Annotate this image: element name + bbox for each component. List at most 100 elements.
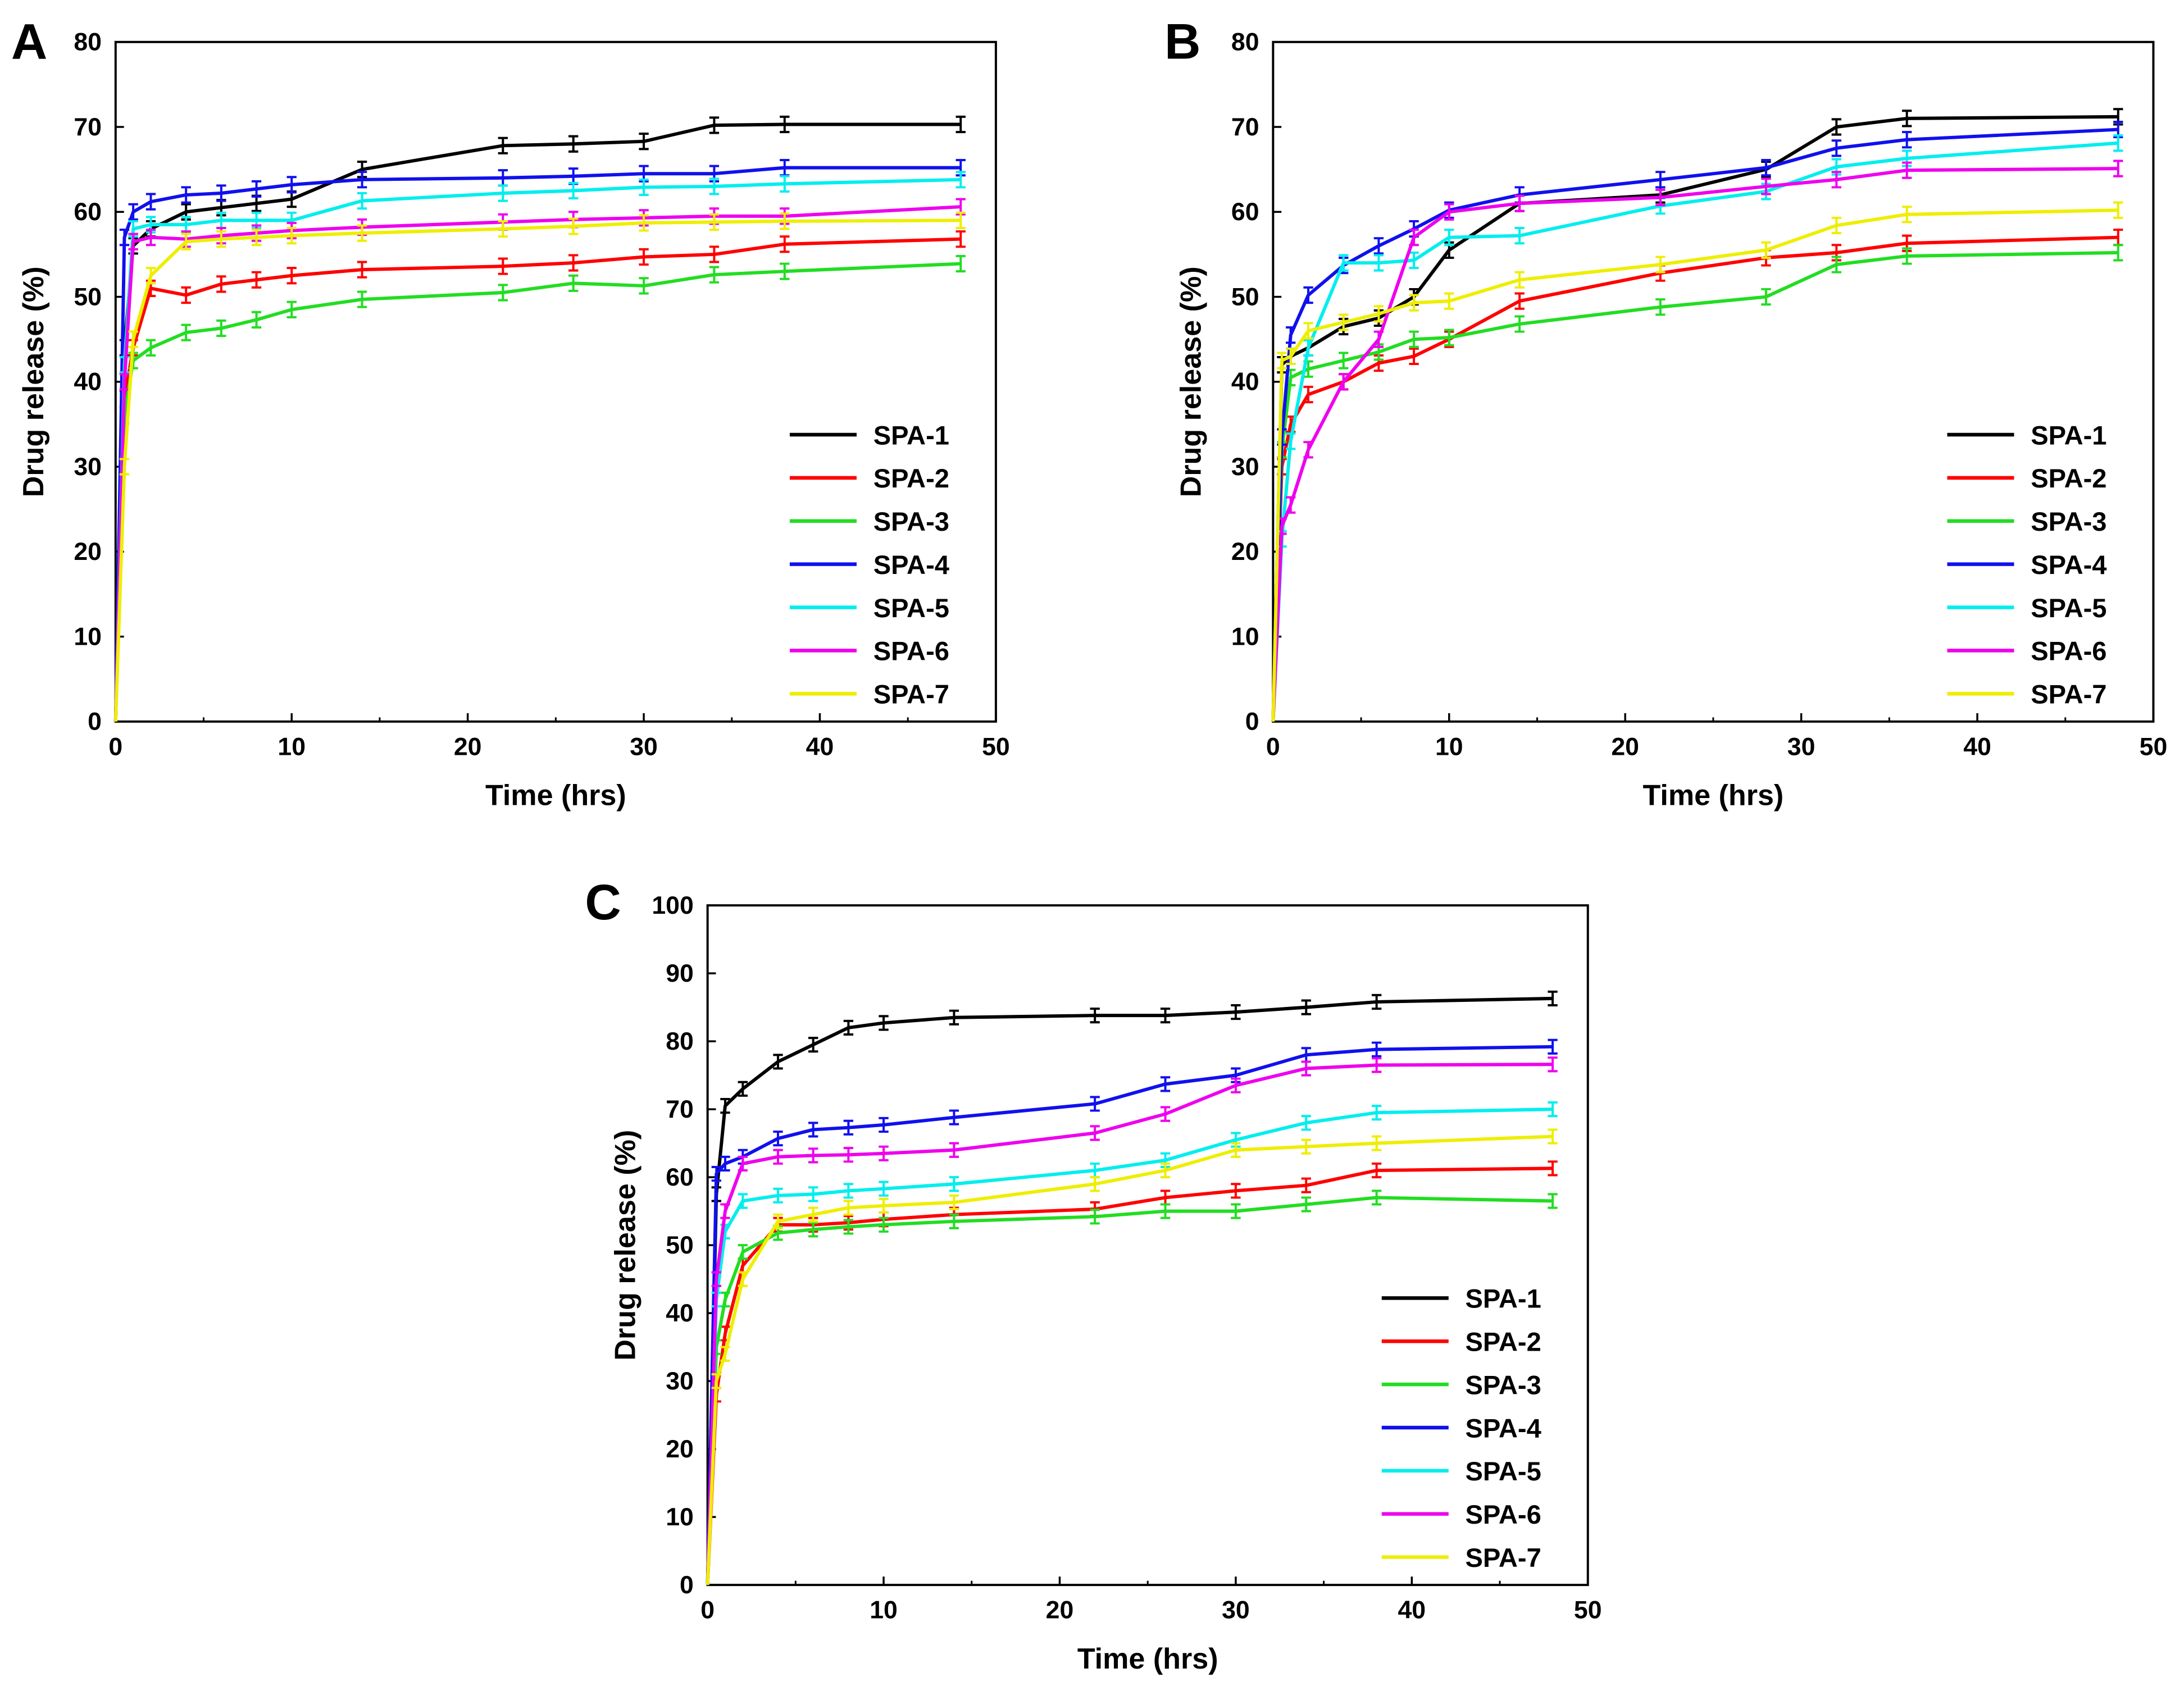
error-bar [1277, 352, 1287, 370]
error-bar [181, 233, 191, 250]
error-bar [1160, 1203, 1171, 1219]
error-bar [145, 193, 156, 211]
error-bar [1548, 1038, 1558, 1055]
error-bar [1831, 256, 1841, 274]
error-bar [1090, 1096, 1100, 1112]
error-bar [879, 1197, 889, 1214]
x-tick-label: 10 [870, 1597, 898, 1624]
x-axis-label: Time (hrs) [485, 780, 626, 812]
legend-label: SPA-7 [873, 680, 949, 709]
series-spa-7: SPA-7 [1271, 201, 2123, 722]
error-bar [119, 373, 130, 391]
series-line [1271, 250, 2118, 722]
error-bar [568, 274, 579, 292]
x-tick-label: 40 [1963, 733, 1991, 760]
x-axis-label: Time (hrs) [1077, 1643, 1218, 1675]
error-bar [711, 1166, 721, 1182]
y-tick-label: 10 [666, 1503, 694, 1531]
series-spa-6: SPA-6 [113, 198, 966, 722]
y-tick-label: 50 [74, 283, 102, 311]
error-bar [1231, 1142, 1241, 1158]
error-bar [843, 1183, 854, 1199]
series-line [706, 1196, 1553, 1585]
series-line [706, 996, 1553, 1585]
error-bar [498, 284, 508, 302]
error-bar [709, 177, 720, 195]
y-tick-label: 70 [74, 113, 102, 141]
x-tick-label: 20 [1046, 1597, 1074, 1624]
error-bar [1655, 188, 1666, 207]
error-bar [1301, 1060, 1311, 1077]
error-bar [639, 277, 649, 295]
error-bar [1409, 347, 1419, 366]
error-bar [251, 229, 262, 247]
error-bar [1231, 1183, 1241, 1199]
error-bar [1371, 1057, 1382, 1073]
error-bar [1339, 373, 1349, 391]
x-tick-label: 10 [1435, 733, 1463, 760]
error-bar [949, 1213, 959, 1229]
error-bar [181, 186, 191, 204]
y-tick-label: 70 [1231, 113, 1259, 141]
error-bar [1901, 131, 1912, 149]
error-bar [1286, 326, 1296, 344]
chart-panel-b: B 0 10 20 30 40 50 0 10 20 30 40 50 60 70 80 Time (hrs) D… [1164, 13, 2167, 812]
error-bar [1090, 1125, 1100, 1141]
series-spa-7: SPA-7 [706, 1128, 1558, 1585]
series-line [1271, 167, 2118, 722]
error-bar [119, 458, 130, 476]
error-bar [498, 136, 508, 154]
error-bar [843, 1147, 854, 1163]
error-bar [145, 229, 156, 247]
y-tick-label: 10 [1231, 623, 1259, 650]
series-line [113, 177, 961, 722]
error-bar [1831, 118, 1841, 136]
x-tick-label: 30 [1222, 1597, 1250, 1624]
legend-label: SPA-1 [2031, 420, 2106, 450]
error-bar [1761, 288, 1771, 306]
error-bar [1761, 159, 1771, 177]
error-bar [773, 1148, 783, 1165]
error-bar [498, 220, 508, 238]
error-bar [1761, 177, 1771, 195]
error-bar [1373, 254, 1384, 272]
y-tick-label: 30 [74, 453, 102, 481]
error-bar [145, 267, 156, 285]
error-bar [1231, 1203, 1241, 1219]
x-tick-label: 50 [982, 733, 1010, 760]
legend-label: SPA-7 [2031, 680, 2106, 709]
legend-label: SPA-5 [873, 593, 949, 623]
error-bar [119, 229, 130, 247]
y-tick-label: 70 [666, 1096, 694, 1123]
x-tick-label: 50 [2140, 733, 2168, 760]
y-axis-label: Drug release (%) [609, 1130, 642, 1361]
error-bar [1373, 330, 1384, 348]
y-tick-label: 0 [88, 708, 102, 736]
error-bar [773, 1131, 783, 1147]
x-tick-label: 50 [1574, 1597, 1602, 1624]
error-bar [1303, 339, 1313, 357]
y-tick-label: 40 [1231, 368, 1259, 396]
y-tick-label: 60 [1231, 198, 1259, 226]
error-bar [709, 213, 720, 231]
error-bar [1303, 322, 1313, 340]
error-bar [1160, 1008, 1171, 1024]
x-tick-label: 20 [454, 733, 482, 760]
error-bar [1373, 305, 1384, 323]
error-bar [1371, 1105, 1382, 1121]
x-tick-label: 30 [630, 733, 658, 760]
y-tick-label: 20 [74, 538, 102, 566]
error-bar [1901, 161, 1912, 179]
error-bar [1655, 256, 1666, 274]
series-spa-3: SPA-3 [1271, 244, 2123, 722]
error-bar [639, 248, 649, 266]
error-bar [568, 181, 579, 200]
error-bar [568, 254, 579, 272]
error-bar [956, 230, 966, 248]
error-bar [1090, 1209, 1100, 1225]
error-bar [1339, 313, 1349, 331]
series-spa-1: SPA-1 [706, 990, 1558, 1585]
legend-label: SPA-6 [2031, 636, 2106, 666]
error-bar [720, 1346, 730, 1362]
